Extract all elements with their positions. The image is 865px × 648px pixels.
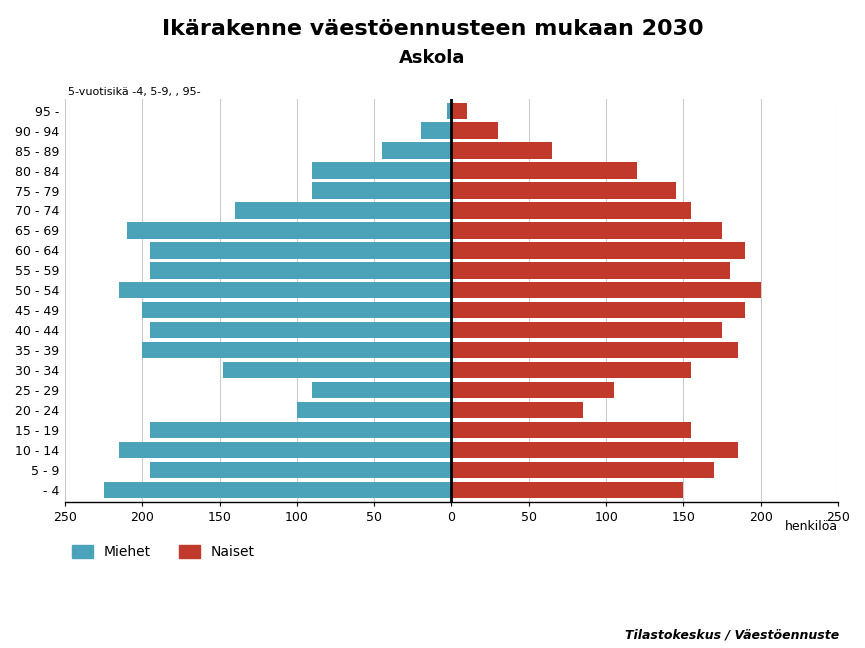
Bar — [452, 402, 583, 418]
Bar — [452, 481, 683, 498]
Bar — [119, 282, 452, 299]
Bar — [127, 222, 452, 238]
Bar — [452, 202, 691, 218]
Bar — [452, 422, 691, 438]
Bar — [452, 342, 738, 358]
Bar — [452, 322, 722, 338]
Bar — [382, 143, 452, 159]
Bar — [150, 322, 452, 338]
Bar — [119, 442, 452, 458]
Bar — [150, 461, 452, 478]
Bar — [452, 362, 691, 378]
Bar — [452, 102, 467, 119]
Bar — [452, 163, 637, 179]
Bar — [452, 442, 738, 458]
Bar — [150, 422, 452, 438]
Bar — [312, 382, 452, 399]
Bar — [452, 222, 722, 238]
Bar — [452, 382, 614, 399]
Text: 5-vuotisikä -4, 5-9, , 95-: 5-vuotisikä -4, 5-9, , 95- — [68, 87, 201, 97]
Text: Askola: Askola — [400, 49, 465, 67]
Text: henkilöä: henkilöä — [785, 520, 838, 533]
Bar — [142, 342, 452, 358]
Bar — [150, 262, 452, 279]
Bar — [452, 242, 746, 259]
Bar — [452, 122, 498, 139]
Bar — [312, 163, 452, 179]
Bar — [312, 182, 452, 199]
Text: Tilastokeskus / Väestöennuste: Tilastokeskus / Väestöennuste — [625, 629, 839, 642]
Bar — [235, 202, 452, 218]
Text: Ikärakenne väestöennusteen mukaan 2030: Ikärakenne väestöennusteen mukaan 2030 — [162, 19, 703, 40]
Bar — [150, 242, 452, 259]
Bar — [452, 262, 730, 279]
Bar — [452, 461, 714, 478]
Bar — [452, 302, 746, 318]
Bar — [447, 102, 452, 119]
Bar — [420, 122, 452, 139]
Bar — [297, 402, 452, 418]
Legend: Miehet, Naiset: Miehet, Naiset — [72, 546, 254, 559]
Bar — [452, 182, 676, 199]
Bar — [222, 362, 452, 378]
Bar — [142, 302, 452, 318]
Bar — [104, 481, 452, 498]
Bar — [452, 282, 760, 299]
Bar — [452, 143, 552, 159]
